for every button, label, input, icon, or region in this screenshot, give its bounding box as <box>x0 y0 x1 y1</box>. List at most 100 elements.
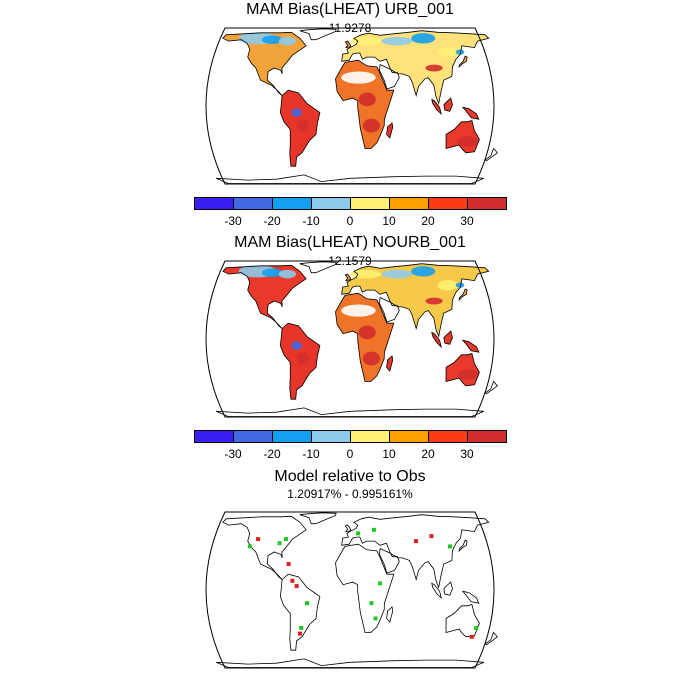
coastline-borneo <box>443 97 453 112</box>
bias-cell <box>411 266 436 277</box>
coastline-antarctica <box>215 658 485 668</box>
coastline-africa <box>335 59 395 149</box>
coastline-uk <box>344 40 352 49</box>
colorbar-urb: -30 -20 -10 0 10 20 30 <box>194 197 507 228</box>
coastline-japan <box>458 55 468 69</box>
landmass-north-america <box>222 32 307 96</box>
coastline-greenland <box>299 261 337 274</box>
bias-field <box>216 261 498 417</box>
relative-point-negative <box>290 578 295 583</box>
coastline-japan <box>458 539 468 553</box>
coastline-africa <box>335 543 395 633</box>
bias-cell <box>358 325 376 340</box>
colorbar-tick-label: 10 <box>382 447 396 461</box>
bias-cell <box>362 118 381 133</box>
colorbar-swatch <box>467 197 507 210</box>
coastline-new-zealand <box>484 147 498 162</box>
bias-cell <box>262 35 283 45</box>
bias-cell <box>291 108 302 117</box>
coastline-arabia <box>379 297 400 323</box>
coastline-madagascar <box>386 606 394 623</box>
relative-point-positive <box>283 537 288 542</box>
bias-cell <box>278 36 297 46</box>
relative-point-positive <box>371 527 376 532</box>
coastline-new-guinea <box>461 590 480 604</box>
map-frame <box>205 27 495 185</box>
landmass-new-guinea <box>462 340 479 353</box>
bias-cell <box>381 36 413 46</box>
coastline-madagascar <box>386 355 394 372</box>
colorbar-tick-label: 30 <box>460 447 474 461</box>
relative-point-positive <box>373 616 378 621</box>
coastline-australia <box>445 119 480 154</box>
landmass-arabia <box>379 297 400 322</box>
panel-title: MAM Bias(LHEAT) URB_001 <box>246 1 454 18</box>
coastline-sumatra <box>431 331 442 349</box>
colorbar-tick-label: 20 <box>421 214 435 228</box>
coastline-south-america <box>279 322 321 400</box>
bias-cell <box>411 33 436 44</box>
coastline-uk <box>344 273 352 282</box>
coastline-madagascar <box>386 122 394 139</box>
relative-points <box>248 527 479 639</box>
landmass-borneo <box>443 331 453 345</box>
colorbar-tick-label: -20 <box>263 214 281 228</box>
colorbar-nourb: -30 -20 -10 0 10 20 30 <box>194 430 507 461</box>
landmass-uk <box>345 41 351 48</box>
bias-cell <box>358 92 376 107</box>
bias-cell <box>362 351 381 366</box>
coastlines <box>215 512 498 668</box>
bias-cell <box>425 64 443 72</box>
panel-title: MAM Bias(LHEAT) NOURB_001 <box>234 234 466 251</box>
landmass-sumatra <box>431 332 442 347</box>
bias-cell <box>425 297 443 305</box>
coastline-new-guinea <box>461 339 480 353</box>
coastline-sumatra <box>431 98 442 116</box>
coastline-new-guinea <box>461 106 480 120</box>
colorbar-tick-label: 0 <box>346 214 354 228</box>
coastline-australia <box>445 603 480 638</box>
bias-cell <box>437 46 459 58</box>
panel-nourb: MAM Bias(LHEAT) NOURB_001 12.1579 <box>0 233 700 458</box>
relative-point-negative <box>413 539 418 544</box>
coastlines <box>215 261 498 417</box>
map-frame <box>205 260 495 418</box>
bias-cell <box>455 282 465 288</box>
coastline-new-zealand <box>484 380 498 395</box>
coastline-north-america <box>222 515 307 580</box>
relative-point-negative <box>286 562 291 567</box>
bias-cell <box>262 268 283 278</box>
relative-point-negative <box>429 534 434 539</box>
colorbar-tick-label: -10 <box>302 447 320 461</box>
coastline-japan <box>458 288 468 302</box>
landmass-new-guinea <box>462 107 479 120</box>
landmass-greenland <box>299 28 337 40</box>
map-frame <box>205 511 495 669</box>
relative-point-positive <box>277 541 282 546</box>
relative-point-positive <box>474 625 479 630</box>
bias-cell <box>296 352 309 365</box>
relative-point-positive <box>369 601 374 606</box>
bias-cell <box>455 49 465 55</box>
coastline-australia <box>445 352 480 387</box>
bias-cell <box>437 279 459 291</box>
landmass-uk <box>345 274 351 281</box>
coastline-new-zealand <box>484 631 498 646</box>
relative-point-positive <box>299 625 304 630</box>
coastline-europe-asia <box>341 263 490 338</box>
colorbar-tick-label: -30 <box>224 447 242 461</box>
coastline-borneo <box>443 330 453 345</box>
relative-point-positive <box>248 544 253 549</box>
panel-subtitle: 1.20917% - 0.995161% <box>287 487 413 501</box>
colorbar-swatch <box>467 430 507 443</box>
landmass-arabia <box>379 64 400 89</box>
relative-point-negative <box>294 584 299 589</box>
coastline-north-america <box>222 264 307 329</box>
landmass-borneo <box>443 98 453 112</box>
coastline-africa <box>335 292 395 382</box>
bias-cell <box>341 71 376 84</box>
coastline-greenland <box>299 512 337 525</box>
coastline-south-america <box>279 573 321 651</box>
relative-point-positive <box>378 581 383 586</box>
